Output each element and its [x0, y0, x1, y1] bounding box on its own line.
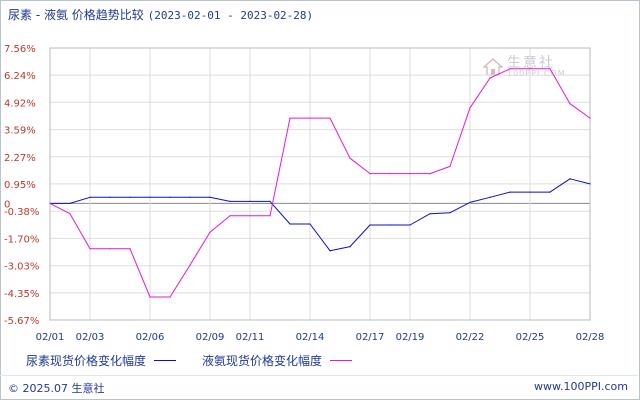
x-tick-label: 02/28 — [576, 332, 605, 343]
series-1-point — [509, 191, 511, 193]
y-tick-label: -3.03% — [4, 262, 39, 273]
legend-swatch-series-2 — [330, 360, 353, 361]
series-1-point — [469, 201, 471, 204]
series-2-point — [569, 103, 571, 105]
series-1-point — [149, 196, 151, 198]
series-1-point — [269, 200, 271, 202]
series-2-point — [469, 107, 471, 109]
series-2-point — [489, 77, 491, 79]
series-2-point — [289, 117, 291, 119]
series-1-point — [329, 250, 331, 252]
x-tick-label: 02/09 — [196, 332, 225, 343]
chart-title-text: 尿素 - 液氨 价格趋势比较 — [8, 8, 144, 22]
series-1-point — [129, 196, 131, 198]
series-1-point — [189, 196, 191, 198]
series-1-point — [89, 196, 91, 198]
grid-layer — [49, 47, 591, 321]
label-layer: 7.56% 6.24% 4.92% 3.59% 2.27% 0.95% 0-0.38% -1.… — [4, 44, 604, 343]
x-tick-label: 02/11 — [236, 332, 265, 343]
series-1-point — [409, 224, 411, 226]
series-2-point — [589, 117, 591, 119]
series-1-point — [209, 196, 211, 198]
series-1-point — [349, 246, 351, 248]
y-tick-label: 3.59% — [4, 126, 36, 137]
watermark-site: 100PPI.COM — [507, 69, 566, 78]
series-2-point — [449, 165, 451, 168]
series-1-point — [389, 224, 391, 226]
y-tick-label: 7.56% — [4, 44, 36, 55]
series-1-point — [449, 212, 451, 214]
footer-site-link[interactable]: www.100PPI.com — [534, 380, 628, 393]
series-2-point — [109, 248, 111, 250]
series-2-point — [509, 68, 511, 70]
chart-date-range: (2023-02-01 - 2023-02-28) — [147, 9, 314, 22]
x-tick-label: 02/14 — [296, 332, 325, 343]
series-2-point — [329, 117, 331, 119]
series-2-point — [389, 173, 391, 175]
series-2-point — [529, 68, 531, 70]
series-1-point — [589, 183, 591, 185]
series-1-point — [109, 196, 111, 198]
series-2-point — [409, 173, 411, 175]
series-1-point — [369, 224, 371, 226]
series-2-point — [269, 215, 271, 217]
y-tick-label: -0.38% — [4, 207, 39, 218]
y-tick-label: 2.27% — [4, 153, 36, 164]
x-tick-label: 02/19 — [396, 332, 425, 343]
series-1-point — [249, 200, 251, 202]
series-2-point — [149, 296, 151, 298]
footer: © 2025.07 生意社 www.100PPI.com — [0, 375, 638, 398]
series-line-2 — [49, 68, 591, 298]
series-1-point — [289, 223, 291, 225]
series-2-point — [369, 173, 371, 175]
y-tick-label: 6.24% — [4, 71, 36, 82]
series-2-point — [189, 264, 191, 266]
x-tick-label: 02/22 — [456, 332, 485, 343]
series-2-point — [89, 248, 91, 250]
series-1-point — [229, 200, 231, 202]
chart-title: 尿素 - 液氨 价格趋势比较 (2023-02-01 - 2023-02-28) — [8, 6, 313, 23]
x-tick-label: 02/01 — [36, 332, 65, 343]
series-2-point — [209, 231, 211, 233]
series-1-point — [309, 223, 311, 225]
series-2-point — [49, 202, 51, 205]
series-1-point — [489, 196, 491, 198]
series-1-point — [529, 191, 531, 193]
y-tick-label: 0 — [4, 199, 10, 210]
y-tick-label: 4.92% — [4, 98, 36, 109]
legend-label-series-2: 液氨现货价格变化幅度 — [202, 354, 323, 368]
series-2-point — [229, 215, 231, 217]
series-2-point — [129, 248, 131, 250]
y-tick-label: -1.70% — [4, 234, 39, 245]
x-tick-label: 02/06 — [136, 332, 165, 343]
x-tick-label: 02/17 — [356, 332, 385, 343]
series-2-point — [429, 173, 431, 175]
series-1-point — [169, 196, 171, 198]
x-tick-label: 02/03 — [76, 332, 105, 343]
series-2-point — [169, 296, 171, 298]
series-1-point — [69, 202, 71, 205]
series-2-point — [349, 157, 351, 159]
series-1-point — [569, 178, 571, 180]
series-2-point — [69, 213, 71, 215]
series-2-point — [249, 215, 251, 217]
x-tick-label: 02/25 — [516, 332, 545, 343]
footer-copyright: © 2025.07 生意社 — [8, 382, 105, 395]
series-2-point — [549, 68, 551, 70]
y-tick-label: -5.67% — [4, 316, 39, 327]
legend-label-series-1: 尿素现货价格变化幅度 — [26, 354, 147, 368]
series-line-1 — [50, 178, 591, 252]
y-tick-label: 0.95% — [4, 180, 36, 191]
legend: 尿素现货价格变化幅度 液氨现货价格变化幅度 — [26, 352, 360, 369]
series-layer — [49, 68, 591, 298]
series-1-point — [429, 213, 431, 215]
series-1-point — [549, 191, 551, 193]
legend-swatch-series-1 — [154, 360, 177, 361]
series-2-point — [309, 117, 311, 119]
y-tick-label: -4.35% — [4, 289, 39, 300]
